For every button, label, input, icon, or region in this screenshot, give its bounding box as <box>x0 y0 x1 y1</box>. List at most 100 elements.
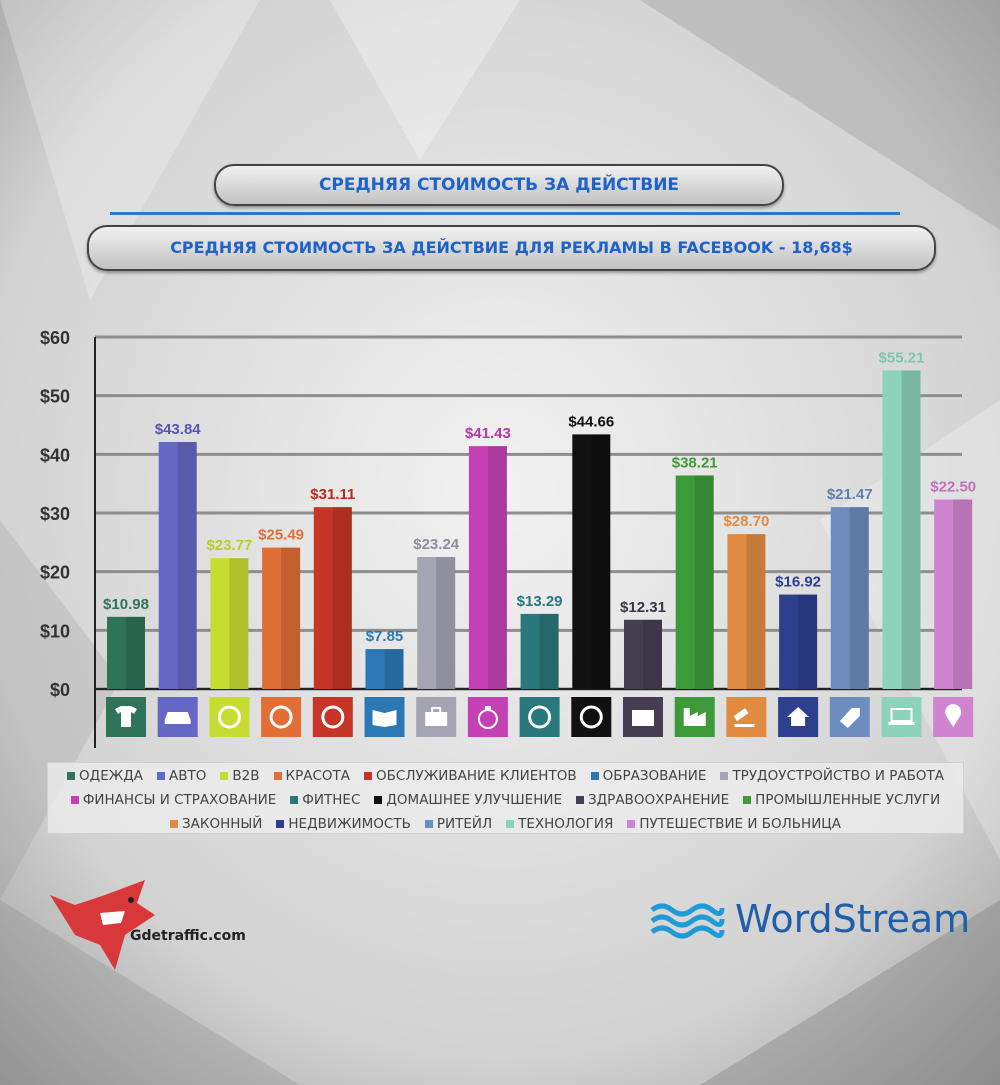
data-label: $13.29 <box>517 593 563 610</box>
legend-swatch <box>720 772 729 780</box>
wordstream-brand: WordStream <box>735 897 971 941</box>
bar <box>830 507 869 689</box>
y-tick-label: $50 <box>40 387 70 407</box>
bar-shade <box>798 594 818 689</box>
tshirt-icon <box>115 706 137 727</box>
headset-icon <box>321 705 345 729</box>
category-icon-tile <box>209 697 250 737</box>
legend-label: Домашнее улучшение <box>386 792 562 808</box>
legend-swatch <box>220 772 229 780</box>
legend-swatch <box>67 772 76 780</box>
bar-chart: $0 $10 $20 $30 $40 $50 $60 $10.98 $43.84 $23.77 $2… <box>40 328 976 748</box>
bar <box>624 619 662 689</box>
laptop-icon <box>888 722 915 725</box>
bar <box>365 649 404 689</box>
data-label: $55.21 <box>879 349 925 366</box>
gavel-icon <box>734 724 755 727</box>
bar <box>468 446 507 689</box>
legend-item: Одежда <box>67 765 143 787</box>
data-label: $28.70 <box>723 513 769 530</box>
data-label: $38.21 <box>672 454 718 471</box>
category-icon-tile <box>261 697 302 737</box>
legend-label: Законный <box>181 816 263 832</box>
bar-shade <box>487 446 507 689</box>
legend-label: Путешествие и больница <box>639 816 842 832</box>
briefcase-icon <box>431 707 442 714</box>
chart-subtitle: Средняя стоимость за действие для реклам… <box>87 225 936 271</box>
bar <box>727 534 766 689</box>
book-icon <box>372 710 397 727</box>
legend-swatch <box>157 772 166 780</box>
car-icon <box>164 712 191 724</box>
legend-swatch <box>627 820 636 828</box>
bar <box>313 507 352 689</box>
bar <box>417 557 456 689</box>
legend-label: Красота <box>285 768 351 784</box>
legend-item: Ритейл <box>424 813 493 835</box>
bar-shade <box>746 534 766 689</box>
data-label: $12.31 <box>620 599 666 616</box>
bar-shade <box>332 507 352 689</box>
legend-label: Финансы и страхование <box>82 792 277 808</box>
bar-shade <box>539 613 559 689</box>
bar <box>675 475 714 689</box>
legend-label: Одежда <box>79 768 144 784</box>
y-tick-label: $0 <box>50 680 70 700</box>
bar <box>158 442 197 689</box>
factory-icon <box>683 708 706 726</box>
data-label: $25.49 <box>258 527 304 544</box>
bar-shade <box>849 507 869 689</box>
legend-swatch <box>364 772 373 780</box>
legend-label: Ритейл <box>436 816 493 832</box>
tag-icon <box>839 708 860 728</box>
legend-row: Законный Недвижимость Ритейл Технология Путе… <box>48 813 963 835</box>
legend-swatch <box>290 796 299 804</box>
legend-swatch <box>575 796 584 804</box>
data-label: $21.47 <box>827 486 873 503</box>
laptop-icon <box>890 708 913 722</box>
legend-item: Домашнее улучшение <box>374 789 562 811</box>
wordstream-waves-icon <box>650 903 725 939</box>
data-label: $16.92 <box>775 574 821 591</box>
bar-shade <box>229 558 249 689</box>
shark-logo-icon <box>50 880 155 970</box>
bar <box>262 547 301 689</box>
legend-label: Технология <box>518 816 614 832</box>
data-label: $22.50 <box>930 479 976 496</box>
category-icon-tile <box>467 697 508 737</box>
bar <box>520 613 559 689</box>
bar <box>779 594 818 689</box>
legend-item: Недвижимость <box>276 813 411 835</box>
legend-item: Законный <box>169 813 263 835</box>
legend-label: Образование <box>602 768 707 784</box>
briefcase-icon <box>425 712 448 726</box>
y-tick-label: $30 <box>40 504 70 524</box>
legend-swatch <box>506 820 515 828</box>
category-icon-tile <box>881 697 922 737</box>
bar-shade <box>591 434 611 689</box>
legend-swatch <box>743 796 752 804</box>
legend-item: Финансы и страхование <box>70 789 277 811</box>
legend-item: Образование <box>590 765 707 787</box>
data-label: $43.84 <box>155 421 202 438</box>
bar <box>934 499 973 689</box>
y-tick-label: $20 <box>40 563 70 583</box>
muscle-icon <box>528 705 552 729</box>
data-label: $44.66 <box>568 413 614 430</box>
legend-swatch <box>169 820 178 828</box>
bar <box>572 434 611 689</box>
legend-swatch <box>276 820 285 828</box>
chart-title: Средняя стоимость за действие <box>214 164 784 206</box>
chart-legend: Одежда Авто B2B Красота Обслуживание клиенто… <box>47 762 964 834</box>
legend-item: Фитнес <box>290 789 360 811</box>
bar-shade <box>281 547 301 689</box>
legend-row: Финансы и страхование Фитнес Домашнее улуч… <box>48 789 963 811</box>
legend-label: Здравоохранение <box>587 792 730 808</box>
legend-label: Обслуживание клиентов <box>376 768 577 784</box>
handshake-icon <box>217 705 241 729</box>
legend-label: Недвижимость <box>288 816 411 832</box>
legend-item: Технология <box>506 813 613 835</box>
mirror-icon <box>269 705 293 729</box>
legend-item: B2B <box>220 765 260 787</box>
category-icon-tile <box>726 697 767 737</box>
